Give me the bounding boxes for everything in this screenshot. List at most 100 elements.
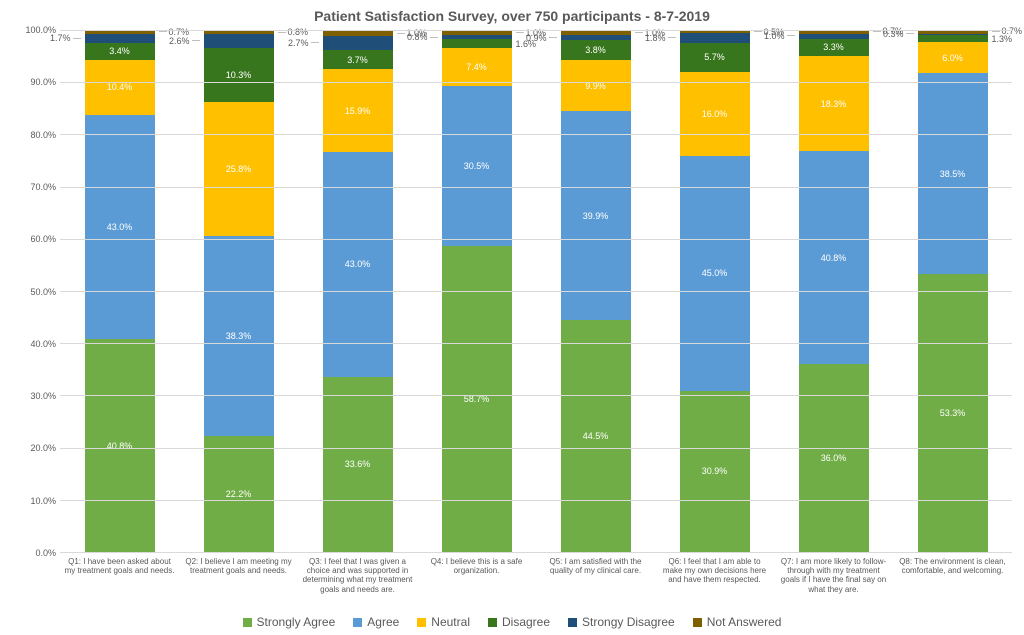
- bar-segment-neutral: 25.8%: [204, 102, 274, 237]
- bar-segment-disagree: 1.3%: [918, 35, 988, 42]
- gridline: [60, 395, 1012, 396]
- segment-label: 16.0%: [702, 109, 728, 119]
- bar-segment-neutral: 9.9%: [561, 60, 631, 112]
- segment-label: 3.7%: [347, 55, 368, 65]
- segment-label: 36.0%: [821, 453, 847, 463]
- bar-segment-agree: 40.8%: [799, 151, 869, 364]
- x-tick-label: Q5: I am satisfied with the quality of m…: [536, 553, 655, 613]
- bar-segment-neutral: 16.0%: [680, 72, 750, 156]
- legend-swatch: [417, 618, 426, 627]
- segment-label: 45.0%: [702, 268, 728, 278]
- gridline: [60, 134, 1012, 135]
- plot-area: 0.0%10.0%20.0%30.0%40.0%50.0%60.0%70.0%8…: [12, 30, 1012, 553]
- bar-segment-strongly_agree: 22.2%: [204, 436, 274, 552]
- segment-label: 39.9%: [583, 211, 609, 221]
- bar-segment-neutral: 10.4%: [85, 60, 155, 114]
- gridline: [60, 343, 1012, 344]
- bar-segment-agree: 39.9%: [561, 111, 631, 319]
- segment-label: 3.8%: [585, 45, 606, 55]
- legend-item-not_answered: Not Answered: [693, 615, 782, 629]
- y-tick-label: 30.0%: [30, 391, 56, 401]
- legend-swatch: [488, 618, 497, 627]
- bar-segment-strongly_disagree: [204, 34, 274, 48]
- chart-plot: 40.8%43.0%10.4%3.4%1.7%0.7%22.2%38.3%25.…: [60, 30, 1012, 553]
- segment-label: 3.3%: [823, 42, 844, 52]
- x-tick-label: Q2: I believe I am meeting my treatment …: [179, 553, 298, 613]
- bar-segment-agree: 45.0%: [680, 156, 750, 391]
- x-tick-label: Q6: I feel that I am able to make my own…: [655, 553, 774, 613]
- segment-label: 3.4%: [109, 46, 130, 56]
- legend-label: Strongly Agree: [257, 615, 336, 629]
- gridline: [60, 239, 1012, 240]
- callout-not-answered: 0.7%: [990, 26, 1023, 36]
- segment-label: 43.0%: [107, 222, 133, 232]
- legend-label: Strongy Disagree: [582, 615, 675, 629]
- bar-segment-disagree: 3.4%: [85, 43, 155, 61]
- bar-segment-strongly_disagree: [680, 33, 750, 42]
- bar-segment-strongly_disagree: [323, 36, 393, 50]
- gridline: [60, 187, 1012, 188]
- callout-strongly-disagree: 2.7%: [288, 38, 321, 48]
- legend-swatch: [243, 618, 252, 627]
- segment-label: 15.9%: [345, 106, 371, 116]
- legend-item-disagree: Disagree: [488, 615, 550, 629]
- bar-segment-agree: 43.0%: [85, 115, 155, 339]
- callout-strongly-disagree: 2.6%: [169, 36, 202, 46]
- bar-segment-strongly_disagree: [799, 34, 869, 39]
- bar-segment-agree: 38.5%: [918, 73, 988, 274]
- segment-label: 44.5%: [583, 431, 609, 441]
- bar-segment-disagree: 3.3%: [799, 39, 869, 56]
- legend-swatch: [568, 618, 577, 627]
- bar-segment-strongly_agree: 36.0%: [799, 364, 869, 552]
- bar-segment-agree: 30.5%: [442, 86, 512, 245]
- segment-label: 33.6%: [345, 459, 371, 469]
- segment-label: 25.8%: [226, 164, 252, 174]
- segment-label: 10.3%: [226, 70, 252, 80]
- gridline: [60, 82, 1012, 83]
- legend-label: Neutral: [431, 615, 470, 629]
- legend-label: Agree: [367, 615, 399, 629]
- bar-segment-neutral: 6.0%: [918, 42, 988, 73]
- bar-segment-strongly_disagree: [85, 34, 155, 43]
- legend-item-strongly_agree: Strongly Agree: [243, 615, 336, 629]
- segment-label: 18.3%: [821, 99, 847, 109]
- legend-label: Not Answered: [707, 615, 782, 629]
- gridline: [60, 291, 1012, 292]
- chart-title: Patient Satisfaction Survey, over 750 pa…: [12, 8, 1012, 24]
- bar-segment-strongly_disagree: [918, 34, 988, 36]
- segment-label: 10.4%: [107, 82, 133, 92]
- x-tick-label: Q1: I have been asked about my treatment…: [60, 553, 179, 613]
- callout-strongly-disagree: 1.7%: [50, 33, 83, 43]
- survey-chart: Patient Satisfaction Survey, over 750 pa…: [0, 0, 1024, 635]
- y-tick-label: 70.0%: [30, 182, 56, 192]
- callout-strongly-disagree: 1.8%: [645, 33, 678, 43]
- y-tick-label: 40.0%: [30, 339, 56, 349]
- bar-segment-not_answered: [323, 31, 393, 36]
- x-tick-label: Q7: I am more likely to follow-through w…: [774, 553, 893, 613]
- callout-strongly-disagree: 0.8%: [407, 32, 440, 42]
- bar-segment-neutral: 7.4%: [442, 48, 512, 87]
- bar-segment-strongly_disagree: [561, 35, 631, 40]
- y-tick-label: 60.0%: [30, 234, 56, 244]
- segment-label: 30.9%: [702, 466, 728, 476]
- callout-strongly-disagree: 1.0%: [764, 31, 797, 41]
- y-axis: 0.0%10.0%20.0%30.0%40.0%50.0%60.0%70.0%8…: [12, 30, 60, 553]
- bar-segment-strongly_agree: 44.5%: [561, 320, 631, 552]
- segment-label: 6.0%: [942, 53, 963, 63]
- gridline: [60, 30, 1012, 31]
- segment-label: 22.2%: [226, 489, 252, 499]
- segment-label: 43.0%: [345, 259, 371, 269]
- bar-segment-disagree: 1.6%: [442, 39, 512, 47]
- gridline: [60, 500, 1012, 501]
- segment-label: 30.5%: [464, 161, 490, 171]
- y-tick-label: 20.0%: [30, 443, 56, 453]
- legend-item-agree: Agree: [353, 615, 399, 629]
- segment-label: 38.3%: [226, 331, 252, 341]
- bar-segment-neutral: 18.3%: [799, 56, 869, 151]
- segment-label: 53.3%: [940, 408, 966, 418]
- bar-segment-disagree: 3.8%: [561, 40, 631, 60]
- segment-label: 7.4%: [466, 62, 487, 72]
- x-tick-label: Q3: I feel that I was given a choice and…: [298, 553, 417, 613]
- bar-segment-strongly_agree: 30.9%: [680, 391, 750, 552]
- bar-segment-strongly_disagree: [442, 35, 512, 39]
